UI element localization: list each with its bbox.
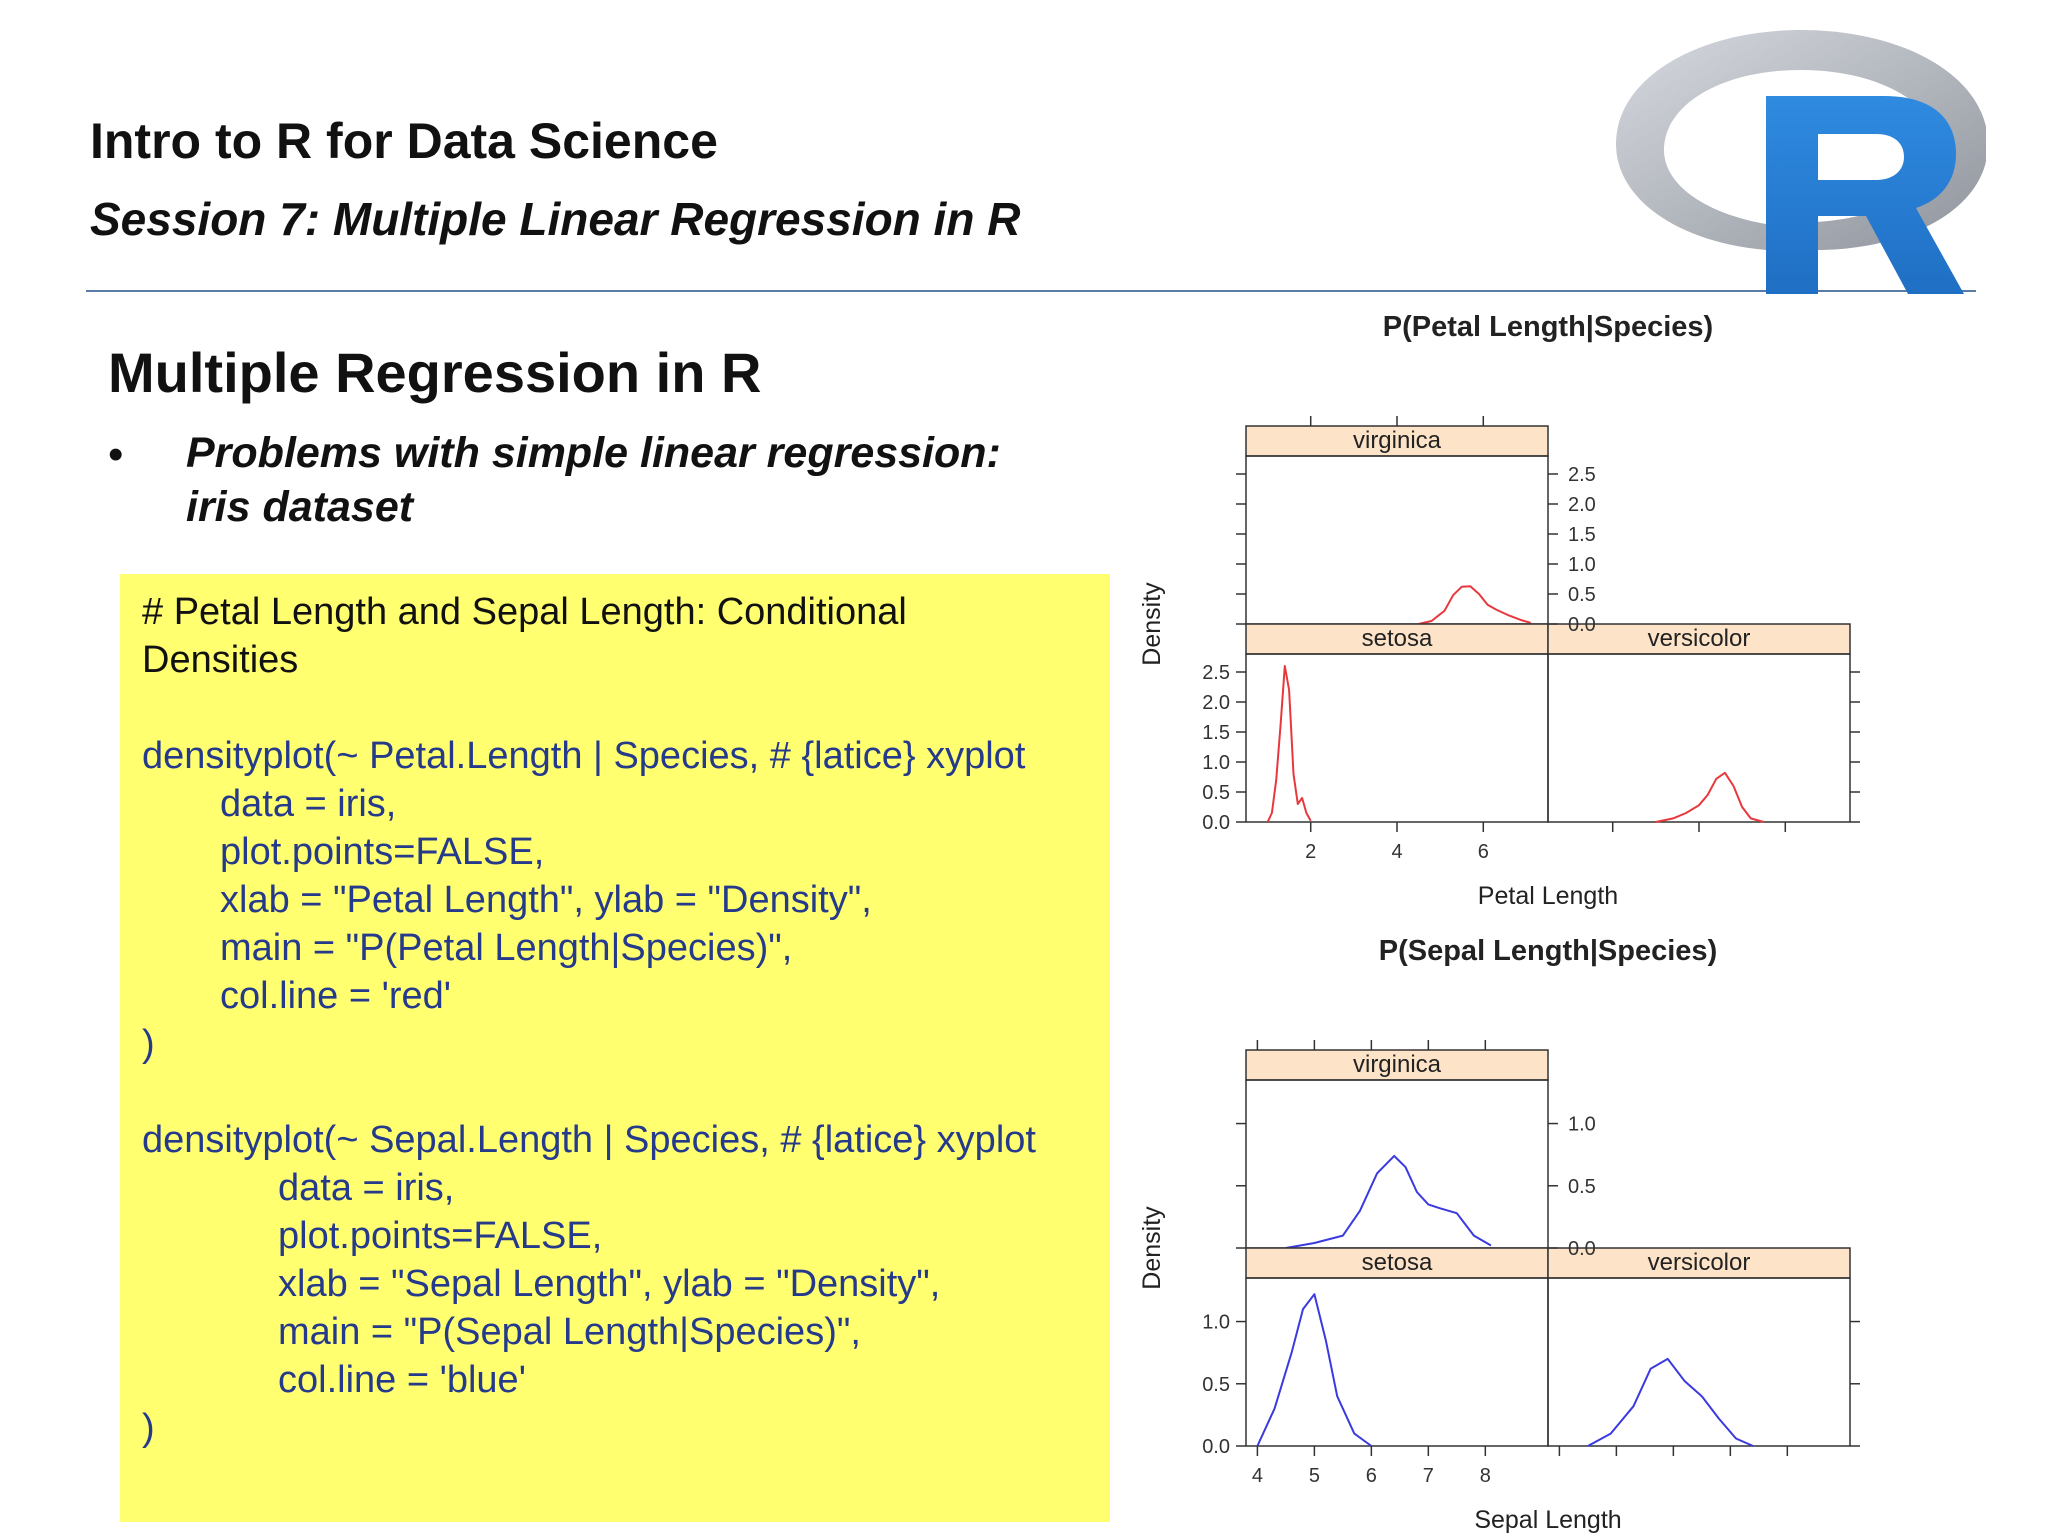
density-curve-setosa [1266, 665, 1312, 823]
y-tick-label: 2.5 [1568, 464, 1596, 486]
code-line: densityplot(~ Petal.Length | Species, # … [142, 735, 1026, 777]
y-tick-label: 1.5 [1568, 524, 1596, 546]
code-line: Densities [142, 639, 299, 681]
code-line: xlab = "Sepal Length", ylab = "Density", [278, 1263, 941, 1305]
y-tick-label: 0.0 [1568, 1238, 1596, 1260]
bullet-text-line-1: Problems with simple linear regression: [186, 429, 1001, 477]
x-tick-label: 4 [1391, 841, 1402, 863]
code-line: col.line = 'red' [220, 975, 452, 1017]
y-tick-label: 0.5 [1568, 1176, 1596, 1198]
y-tick-label: 2.0 [1568, 494, 1596, 516]
y-axis-label: Density [1138, 582, 1166, 666]
chart-1: P(Sepal Length|Species) virginica setosa ve… [1138, 935, 1860, 1534]
y-tick-label: 0.5 [1568, 584, 1596, 606]
density-curve-virginica [1285, 1154, 1492, 1249]
y-tick-label: 0.0 [1568, 614, 1596, 636]
x-axis-label: Sepal Length [1474, 1506, 1621, 1534]
x-tick-label: 7 [1423, 1465, 1434, 1487]
r-logo-icon [1616, 30, 1986, 294]
y-tick-label: 0.5 [1202, 1374, 1230, 1396]
y-tick-label: 0.5 [1202, 782, 1230, 804]
x-tick-label: 4 [1252, 1465, 1263, 1487]
chart-title: P(Sepal Length|Species) [1379, 935, 1717, 967]
y-tick-label: 1.0 [1202, 1312, 1230, 1334]
y-tick-label: 2.0 [1202, 692, 1230, 714]
r-logo-letter [1766, 96, 1964, 294]
y-tick-label: 1.5 [1202, 722, 1230, 744]
density-curve-virginica [1418, 585, 1531, 625]
y-axis-label: Density [1138, 1206, 1166, 1290]
code-line: # Petal Length and Sepal Length: Conditi… [142, 591, 907, 633]
code-line: col.line = 'blue' [278, 1359, 526, 1401]
panel-strip-label: setosa [1362, 1249, 1433, 1276]
panel-strip-label: virginica [1353, 1051, 1442, 1078]
x-axis-label: Petal Length [1478, 882, 1618, 910]
panel-strip [1245, 623, 1549, 655]
density-curve-versicolor [1655, 771, 1764, 823]
session-title: Session 7: Multiple Linear Regression in… [90, 193, 1021, 245]
chart-title: P(Petal Length|Species) [1383, 311, 1713, 343]
panel-strip-label: versicolor [1648, 625, 1751, 652]
y-tick-label: 2.5 [1202, 662, 1230, 684]
code-line: xlab = "Petal Length", ylab = "Density", [220, 879, 872, 921]
density-curve-setosa [1256, 1293, 1372, 1447]
x-tick-label: 8 [1480, 1465, 1491, 1487]
code-line: ) [142, 1023, 155, 1065]
code-line: data = iris, [220, 783, 397, 825]
x-tick-label: 5 [1309, 1465, 1320, 1487]
y-tick-label: 1.0 [1202, 752, 1230, 774]
code-line: main = "P(Sepal Length|Species)", [278, 1311, 861, 1353]
bullet-marker: • [108, 430, 124, 479]
x-tick-label: 6 [1366, 1465, 1377, 1487]
panel-frame [1245, 455, 1549, 625]
bullet-text-line-2: iris dataset [186, 483, 414, 531]
header-divider [86, 290, 1976, 292]
density-curve-versicolor [1587, 1357, 1754, 1447]
slide-heading: Multiple Regression in R [108, 341, 762, 404]
y-tick-label: 0.0 [1202, 812, 1230, 834]
code-line: plot.points=FALSE, [278, 1215, 603, 1257]
panel-strip-label: versicolor [1648, 1249, 1751, 1276]
density-plots: P(Petal Length|Species) virginica setosa ve… [1138, 311, 1860, 1534]
panel-frame [1245, 1277, 1549, 1447]
panel-strip-label: virginica [1353, 427, 1442, 454]
y-tick-label: 1.0 [1568, 1114, 1596, 1136]
panel-strip [1245, 1049, 1549, 1081]
r-logo-ring [1616, 30, 1986, 250]
panel-frame [1547, 1277, 1851, 1447]
x-tick-label: 2 [1305, 841, 1316, 863]
code-line: densityplot(~ Sepal.Length | Species, # … [142, 1119, 1036, 1161]
y-tick-label: 0.0 [1202, 1436, 1230, 1458]
code-line: plot.points=FALSE, [220, 831, 545, 873]
code-box: # Petal Length and Sepal Length: Conditi… [120, 574, 1110, 1522]
panel-strip [1547, 623, 1851, 655]
code-line: ) [142, 1407, 155, 1449]
chart-0: P(Petal Length|Species) virginica setosa ve… [1138, 311, 1860, 910]
panel-frame [1547, 653, 1851, 823]
code-line: data = iris, [278, 1167, 455, 1209]
panel-strip-label: setosa [1362, 625, 1433, 652]
x-tick-label: 6 [1478, 841, 1489, 863]
bullet-text: Problems with simple linear regression: … [186, 426, 1086, 534]
course-title: Intro to R for Data Science [90, 113, 718, 169]
y-tick-label: 1.0 [1568, 554, 1596, 576]
panel-frame [1245, 1079, 1549, 1249]
code-line: main = "P(Petal Length|Species)", [220, 927, 793, 969]
panel-strip [1547, 1247, 1851, 1279]
